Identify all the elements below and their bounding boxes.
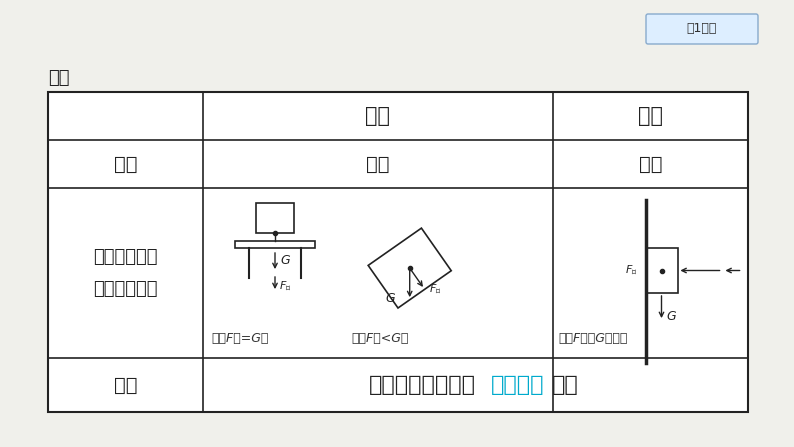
Text: 乙（F压<G）: 乙（F压<G） — [351, 332, 408, 345]
Text: $G$: $G$ — [384, 291, 395, 304]
Text: $F_{压}$: $F_{压}$ — [429, 283, 441, 296]
Bar — [646, 248, 677, 293]
Text: 的力: 的力 — [552, 375, 578, 395]
Text: 引力: 引力 — [638, 155, 662, 173]
Text: 丙（F压与G无关）: 丙（F压与G无关） — [558, 332, 627, 345]
Text: 压力与重力是两种: 压力与重力是两种 — [369, 375, 476, 395]
Bar — [48, 92, 748, 412]
Bar — [48, 92, 748, 412]
Bar — [256, 203, 294, 233]
Text: 性质: 性质 — [114, 155, 137, 173]
Text: 弹力: 弹力 — [366, 155, 390, 173]
Text: $G$: $G$ — [280, 254, 291, 267]
Text: 重力: 重力 — [638, 106, 663, 126]
Text: $F_{压}$: $F_{压}$ — [625, 264, 638, 277]
Text: $G$: $G$ — [665, 309, 676, 322]
FancyBboxPatch shape — [646, 14, 758, 44]
Text: 压力大小与重
力大小的关系: 压力大小与重 力大小的关系 — [93, 248, 158, 298]
Text: 压力: 压力 — [365, 106, 391, 126]
Text: 续表: 续表 — [48, 69, 70, 87]
Text: 不同性质: 不同性质 — [491, 375, 544, 395]
Text: $F_{压}$: $F_{压}$ — [279, 279, 291, 293]
Text: 甲（F压=G）: 甲（F压=G） — [211, 332, 268, 345]
Text: 总结: 总结 — [114, 375, 137, 395]
Bar — [235, 241, 315, 248]
Text: 知1一讲: 知1一讲 — [687, 22, 717, 35]
